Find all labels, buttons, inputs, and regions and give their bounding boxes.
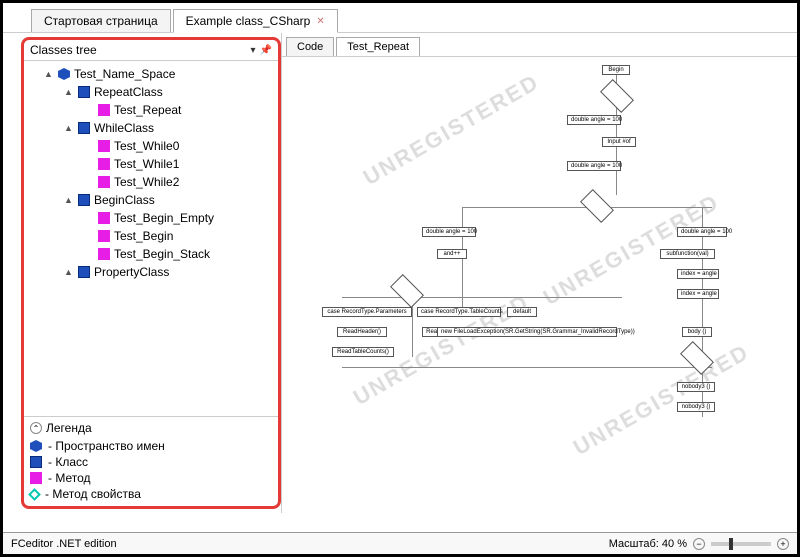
tree-node[interactable]: ▲Test_Name_Space — [26, 65, 276, 83]
watermark: UNREGISTERED — [359, 69, 544, 191]
tree-node[interactable]: Test_While1 — [26, 155, 276, 173]
watermark: UNREGISTERED — [569, 339, 754, 461]
legend-item: - Пространство имен — [30, 438, 272, 454]
flow-node: new FileLoadException(SR.GetString(SR.Gr… — [437, 327, 617, 337]
dropdown-icon[interactable]: ▾ — [251, 45, 256, 56]
content-tab[interactable]: Test_Repeat — [336, 37, 420, 56]
class-tree: ▲Test_Name_Space▲RepeatClassTest_Repeat▲… — [24, 61, 278, 416]
class-icon — [78, 266, 90, 278]
method-icon — [98, 248, 110, 260]
flow-node: and++ — [437, 249, 467, 259]
flow-node: index = angle — [677, 289, 719, 299]
method-icon — [98, 104, 110, 116]
flow-edge — [342, 297, 622, 298]
flow-decision — [580, 189, 614, 223]
class-icon — [30, 456, 42, 468]
flow-node: nobody3 () — [677, 402, 715, 412]
top-tab[interactable]: Example class_CSharp✕ — [173, 9, 338, 33]
method-icon — [98, 140, 110, 152]
class-icon — [78, 194, 90, 206]
flowchart-canvas[interactable]: UNREGISTEREDUNREGISTEREDUNREGISTEREDUNRE… — [282, 57, 797, 487]
class-icon — [78, 86, 90, 98]
collapse-icon[interactable]: ⌃ — [30, 422, 42, 434]
classes-tree-panel: Classes tree ▾ 📌 ▲Test_Name_Space▲Repeat… — [21, 37, 281, 509]
zoom-label: Масштаб: 40 % — [609, 538, 687, 550]
content-tab[interactable]: Code — [286, 37, 334, 56]
tree-node[interactable]: ▲RepeatClass — [26, 83, 276, 101]
method-icon — [98, 158, 110, 170]
top-tab[interactable]: Стартовая страница — [31, 9, 171, 32]
legend-items: - Пространство имен- Класс- Метод- Метод… — [30, 438, 272, 502]
flow-node: ReadHeader() — [337, 327, 387, 337]
ns-icon — [30, 440, 42, 452]
panel-title: Classes tree — [30, 43, 97, 57]
method-icon — [98, 230, 110, 242]
flow-edge — [342, 367, 712, 368]
zoom-out-button[interactable]: − — [693, 538, 705, 550]
flow-node: Begin — [602, 65, 630, 75]
tree-node[interactable]: ▲BeginClass — [26, 191, 276, 209]
legend-panel: ⌃ Легенда - Пространство имен- Класс- Ме… — [24, 416, 278, 506]
top-tabs: Стартовая страницаExample class_CSharp✕ — [3, 3, 797, 33]
flow-node: nobody3 () — [677, 382, 715, 392]
tree-node[interactable]: Test_While0 — [26, 137, 276, 155]
flow-decision — [600, 79, 634, 113]
content-tabs: CodeTest_Repeat — [282, 33, 797, 57]
flow-node: double angle = 100 — [422, 227, 476, 237]
method-icon — [98, 212, 110, 224]
zoom-control: Масштаб: 40 % − + — [609, 538, 789, 550]
tree-node[interactable]: Test_Repeat — [26, 101, 276, 119]
flow-node: subfunction(val) — [660, 249, 715, 259]
panel-header: Classes tree ▾ 📌 — [24, 40, 278, 61]
flow-decision — [680, 341, 714, 375]
flow-node: double angle = 100 — [677, 227, 727, 237]
legend-item: - Класс — [30, 454, 272, 470]
tree-node[interactable]: ▲WhileClass — [26, 119, 276, 137]
flow-node: Input #of — [602, 137, 636, 147]
status-bar: FCeditor .NET edition Масштаб: 40 % − + — [3, 532, 797, 554]
ns-icon — [58, 68, 70, 80]
content-area: CodeTest_Repeat UNREGISTERED UNREGISTERED… — [281, 33, 797, 513]
flow-node: case RecordType.Parameters — [322, 307, 412, 317]
prop-icon — [28, 488, 41, 501]
legend-title: Легенда — [46, 421, 92, 435]
tree-node[interactable]: ▲PropertyClass — [26, 263, 276, 281]
tree-node[interactable]: Test_While2 — [26, 173, 276, 191]
method-icon — [98, 176, 110, 188]
class-icon — [78, 122, 90, 134]
pin-icon[interactable]: 📌 — [260, 45, 272, 56]
flow-decision — [390, 274, 424, 308]
zoom-slider[interactable] — [711, 542, 771, 546]
flow-node: double angle = 100 — [567, 161, 621, 171]
legend-item: - Метод свойства — [30, 486, 272, 502]
flow-node: default — [507, 307, 537, 317]
zoom-in-button[interactable]: + — [777, 538, 789, 550]
tree-node[interactable]: Test_Begin_Empty — [26, 209, 276, 227]
flow-node: index = angle — [677, 269, 719, 279]
legend-item: - Метод — [30, 470, 272, 486]
tree-node[interactable]: Test_Begin — [26, 227, 276, 245]
method-icon — [30, 472, 42, 484]
flow-node: body () — [682, 327, 712, 337]
flow-node: ReadTableCounts() — [332, 347, 394, 357]
flow-node: case RecordType.TableCounts — [417, 307, 501, 317]
product-label: FCeditor .NET edition — [11, 538, 117, 550]
tree-node[interactable]: Test_Begin_Stack — [26, 245, 276, 263]
close-icon[interactable]: ✕ — [316, 16, 324, 27]
flow-node: double angle = 100 — [567, 115, 621, 125]
